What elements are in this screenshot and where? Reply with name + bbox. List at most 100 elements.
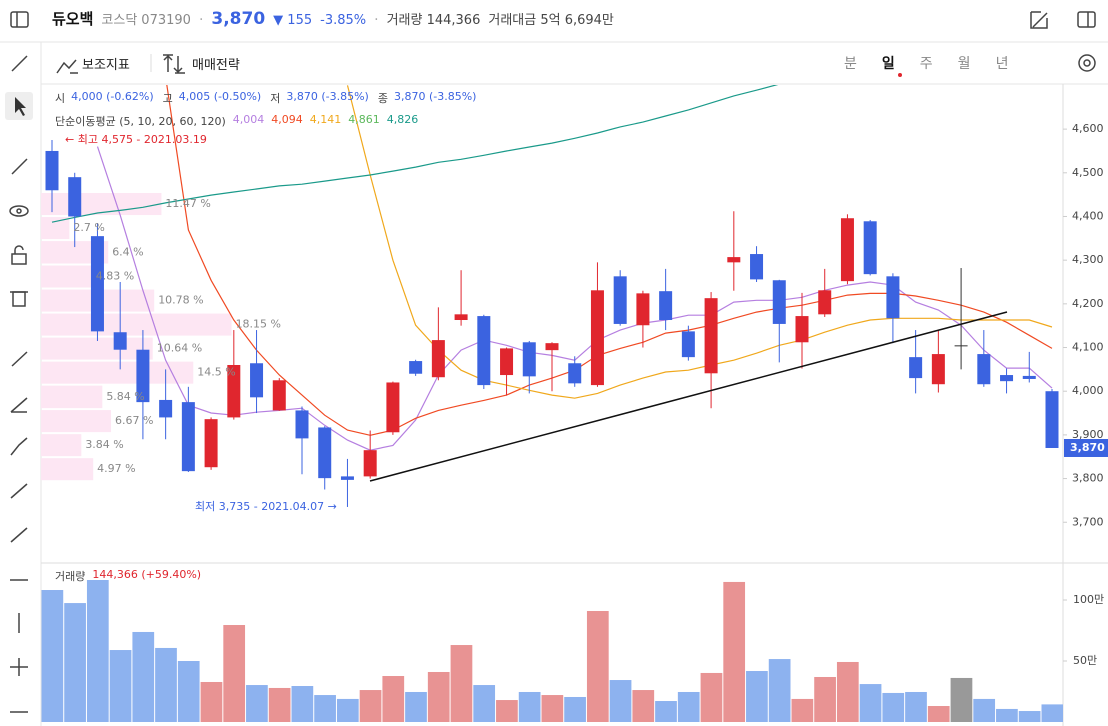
volume-bar: [382, 676, 405, 722]
volume: 거래량 144,366: [386, 13, 481, 28]
profile-bar: [41, 434, 82, 457]
volume-bar: [291, 686, 314, 722]
draw-tool[interactable]: [11, 158, 28, 175]
candle-body: [568, 363, 582, 384]
candle-body: [1045, 391, 1059, 448]
low-note: 최저 3,735 - 2021.04.07 →: [195, 500, 337, 513]
candle-body: [409, 361, 423, 374]
y-tick-label: 4,600: [1072, 122, 1104, 135]
volume-bar: [950, 677, 973, 722]
candle-body: [772, 280, 786, 324]
candle-body: [840, 218, 854, 282]
candle-body: [295, 410, 309, 439]
profile-bar: [41, 313, 232, 336]
volume-bar: [155, 647, 177, 722]
candle-body: [90, 236, 104, 332]
candle-body: [181, 402, 195, 472]
header: 듀오백 코스닥 073190 · 3,870 ▼ 155 -3.85% · 거래…: [52, 9, 614, 29]
volume-bar: [927, 706, 950, 722]
candle-body: [863, 221, 877, 275]
volume-bar: [64, 603, 86, 722]
tool[interactable]: [11, 351, 28, 367]
profile-bar: [41, 385, 103, 409]
indicator-button[interactable]: 보조지표: [82, 58, 130, 73]
volume-bar: [586, 610, 609, 722]
change-pct: -3.85%: [320, 13, 367, 28]
tool[interactable]: [10, 437, 28, 456]
volume-bar: [814, 676, 836, 722]
panel-icon[interactable]: [1077, 11, 1096, 28]
ohlc-label: 저: [270, 92, 281, 105]
candle-body: [272, 380, 286, 411]
volume-bar: [41, 590, 64, 722]
period-tab[interactable]: 월: [957, 56, 971, 72]
profile-bar: [41, 337, 153, 360]
volume-bar: [905, 691, 927, 722]
candle-body: [431, 340, 445, 378]
ohlc-value: 4,005 (-0.50%): [178, 90, 262, 103]
volume-bar: [427, 671, 450, 722]
volume-bar: [746, 671, 768, 722]
profile-bar: [41, 193, 162, 216]
candle-body: [227, 364, 241, 418]
candle-body: [500, 348, 514, 376]
profile-label: 18.15 %: [236, 318, 281, 331]
period-tab[interactable]: 분: [844, 56, 857, 72]
candle-body: [704, 298, 718, 374]
ma-value: 4,826: [386, 113, 419, 126]
strategy-button[interactable]: 매매전략: [192, 58, 240, 73]
volume-bar: [996, 708, 1018, 722]
candle-body: [545, 343, 559, 351]
lock-icon[interactable]: [11, 253, 27, 265]
candle-body: [340, 476, 354, 480]
y-tick-label: 4,200: [1072, 297, 1104, 310]
y-tick-label: 3,900: [1072, 428, 1104, 441]
tool[interactable]: [10, 397, 28, 413]
profile-label: 4.97 %: [97, 462, 135, 475]
profile-bar: [41, 217, 70, 240]
price: 3,870: [211, 9, 266, 29]
candle-body: [113, 332, 127, 350]
period-tab[interactable]: 일: [881, 56, 895, 72]
candle-body: [977, 354, 991, 385]
trend-line[interactable]: [369, 311, 1008, 482]
tool[interactable]: [10, 483, 28, 499]
candle-body: [68, 177, 82, 217]
volume-label: 거래량: [55, 570, 86, 583]
volume-bar: [677, 691, 700, 722]
y-tick-label: 3,700: [1072, 515, 1104, 528]
candle-body: [250, 363, 264, 398]
candle-body: [886, 276, 900, 319]
line-tool[interactable]: [11, 55, 28, 72]
edit-icon[interactable]: [1030, 11, 1048, 29]
volume-bar: [473, 685, 496, 722]
profile-bar: [41, 458, 94, 481]
volume-bar: [541, 695, 564, 722]
tool[interactable]: [10, 527, 28, 543]
volume-bar: [496, 700, 518, 722]
moving-average: [166, 85, 1053, 436]
volume-bar: [246, 685, 268, 722]
ma-legend: 단순이동평균 (5, 10, 20, 60, 120) 4,004 4,094 4,1…: [55, 113, 418, 129]
ohlc-legend: 시 4,000 (-0.62%) 고 4,005 (-0.50%) 저 3,870 (-3…: [55, 90, 479, 106]
volume-bar: [882, 692, 905, 722]
period-tab[interactable]: 주: [919, 56, 933, 72]
profile-label: 6.4 %: [112, 245, 143, 258]
candle-body: [818, 290, 832, 315]
volume-bar: [609, 680, 632, 722]
settings-icon[interactable]: [1078, 54, 1096, 72]
profile-label: 5.84 %: [106, 390, 144, 403]
candle-body: [613, 276, 627, 324]
candle-body: [909, 357, 923, 379]
volume-bar: [655, 701, 677, 722]
period-tab[interactable]: 년: [995, 56, 1009, 72]
stock-name: 듀오백: [52, 10, 94, 28]
volume-bar: [632, 690, 655, 722]
panel-icon[interactable]: [10, 11, 29, 28]
trash-icon[interactable]: [12, 291, 26, 307]
high-note: ← 최고 4,575 - 2021.03.19: [65, 133, 207, 146]
eye-icon[interactable]: [9, 205, 29, 217]
tool[interactable]: [10, 658, 28, 676]
candle-body: [590, 290, 604, 386]
last-price-tag: [1064, 438, 1108, 457]
